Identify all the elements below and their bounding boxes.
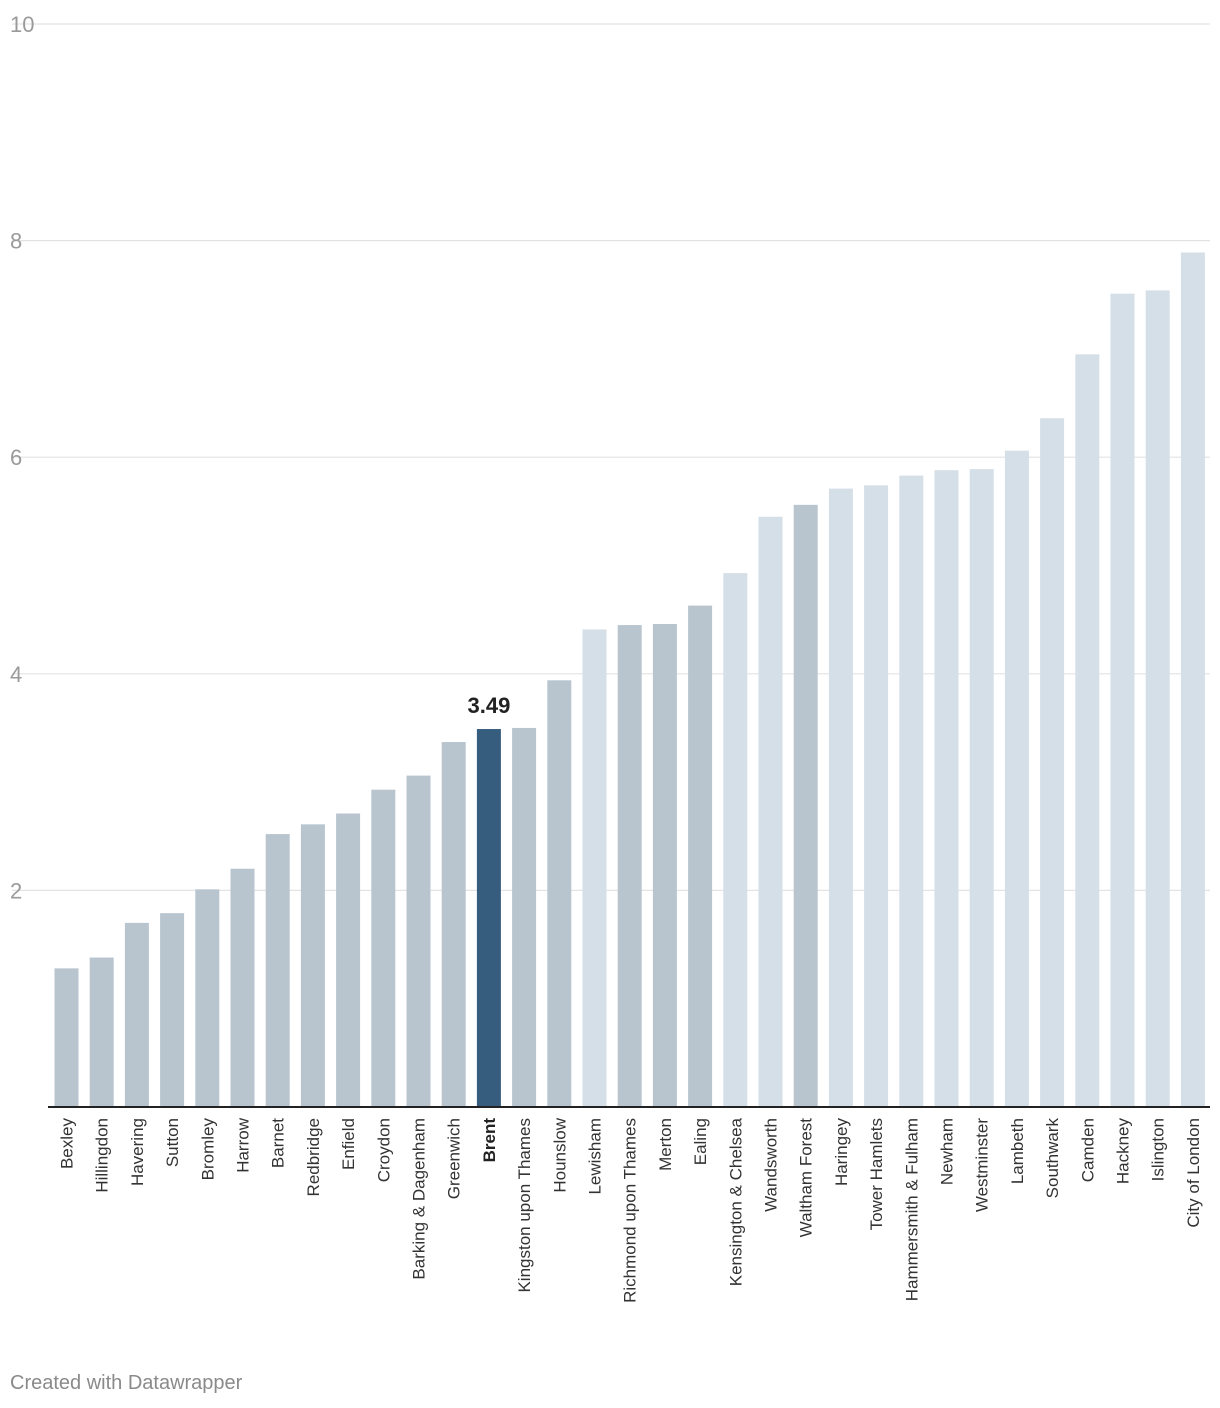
bar-camden (1075, 354, 1100, 1107)
category-label: Enfield (339, 1118, 358, 1170)
category-label: Kingston upon Thames (515, 1118, 534, 1293)
category-label: Barnet (269, 1118, 288, 1168)
category-label: Hammersmith & Fulham (902, 1118, 921, 1301)
bar-islington (1145, 290, 1170, 1108)
bar-lewisham (582, 629, 607, 1107)
highlight-value-label: 3.49 (467, 693, 510, 718)
bar-merton (652, 623, 677, 1107)
category-label: Southwark (1043, 1118, 1062, 1199)
category-label: Croydon (374, 1118, 393, 1182)
category-label: Haringey (832, 1118, 851, 1187)
category-label: Newham (938, 1118, 957, 1185)
bar-hammersmith-fulham (899, 475, 924, 1108)
category-label: Wandsworth (762, 1118, 781, 1212)
y-tick-label: 2 (10, 878, 22, 903)
bar-havering (124, 922, 149, 1107)
category-label: Harrow (234, 1117, 253, 1173)
bar-lambeth (1004, 450, 1029, 1107)
bar-haringey (828, 488, 853, 1107)
bar-enfield (336, 813, 361, 1107)
category-label: Brent (480, 1118, 499, 1163)
bar-hounslow (547, 680, 572, 1107)
category-label: Lewisham (586, 1118, 605, 1195)
bar-kensington-chelsea (723, 573, 748, 1107)
bar-ealing (688, 605, 713, 1107)
category-label: Havering (128, 1118, 147, 1186)
bar-sutton (160, 913, 185, 1107)
y-tick-label: 8 (10, 229, 22, 254)
bar-croydon (371, 789, 396, 1107)
category-label: Westminster (973, 1118, 992, 1212)
bar-greenwich (441, 742, 466, 1107)
category-label: Islington (1149, 1118, 1168, 1181)
bar-redbridge (300, 824, 325, 1107)
category-label: Hillingdon (93, 1118, 112, 1193)
y-tick-label: 6 (10, 445, 22, 470)
bar-city-of-london (1180, 252, 1205, 1107)
bar-westminster (969, 469, 994, 1107)
bar-tower-hamlets (864, 485, 889, 1107)
bar-hillingdon (89, 957, 114, 1107)
bar-brent (476, 729, 501, 1107)
bar-newham (934, 470, 959, 1107)
y-tick-label: 10 (10, 12, 34, 37)
category-label: Lambeth (1008, 1118, 1027, 1184)
bar-kingston-upon-thames (512, 727, 537, 1107)
bar-waltham-forest (793, 504, 818, 1107)
category-labels: Bexley Hillingdon Havering Sutton Bromley Har… (58, 1117, 1203, 1303)
bar-richmond-upon-thames (617, 625, 642, 1107)
category-label: Redbridge (304, 1118, 323, 1196)
category-label: Barking & Dagenham (410, 1118, 429, 1280)
bar-barnet (265, 834, 290, 1107)
bar-harrow (230, 868, 255, 1107)
category-label: Waltham Forest (797, 1118, 816, 1238)
bars (54, 252, 1205, 1108)
bar-hackney (1110, 293, 1135, 1107)
category-label: Sutton (163, 1118, 182, 1167)
credit-text: Created with Datawrapper (10, 1372, 243, 1394)
y-tick-label: 4 (10, 662, 22, 687)
category-label: Richmond upon Thames (621, 1118, 640, 1303)
category-label: Kensington & Chelsea (726, 1117, 745, 1286)
category-label: Hackney (1114, 1118, 1133, 1185)
bar-bromley (195, 889, 220, 1107)
y-axis-ticks: 2 4 6 8 10 (10, 12, 34, 903)
bar-wandsworth (758, 516, 783, 1107)
bar-barking-dagenham (406, 775, 431, 1107)
category-label: Camden (1078, 1118, 1097, 1182)
bar-southwark (1040, 418, 1065, 1107)
category-label: Greenwich (445, 1118, 464, 1199)
bar-bexley (54, 968, 79, 1107)
category-label: Hounslow (550, 1117, 569, 1192)
category-label: Bromley (198, 1118, 217, 1181)
category-label: Merton (656, 1118, 675, 1171)
category-label: Ealing (691, 1118, 710, 1165)
gridlines (12, 23, 1210, 892)
category-label: Tower Hamlets (867, 1118, 886, 1230)
category-label: Bexley (58, 1118, 77, 1170)
category-label: City of London (1184, 1118, 1203, 1228)
